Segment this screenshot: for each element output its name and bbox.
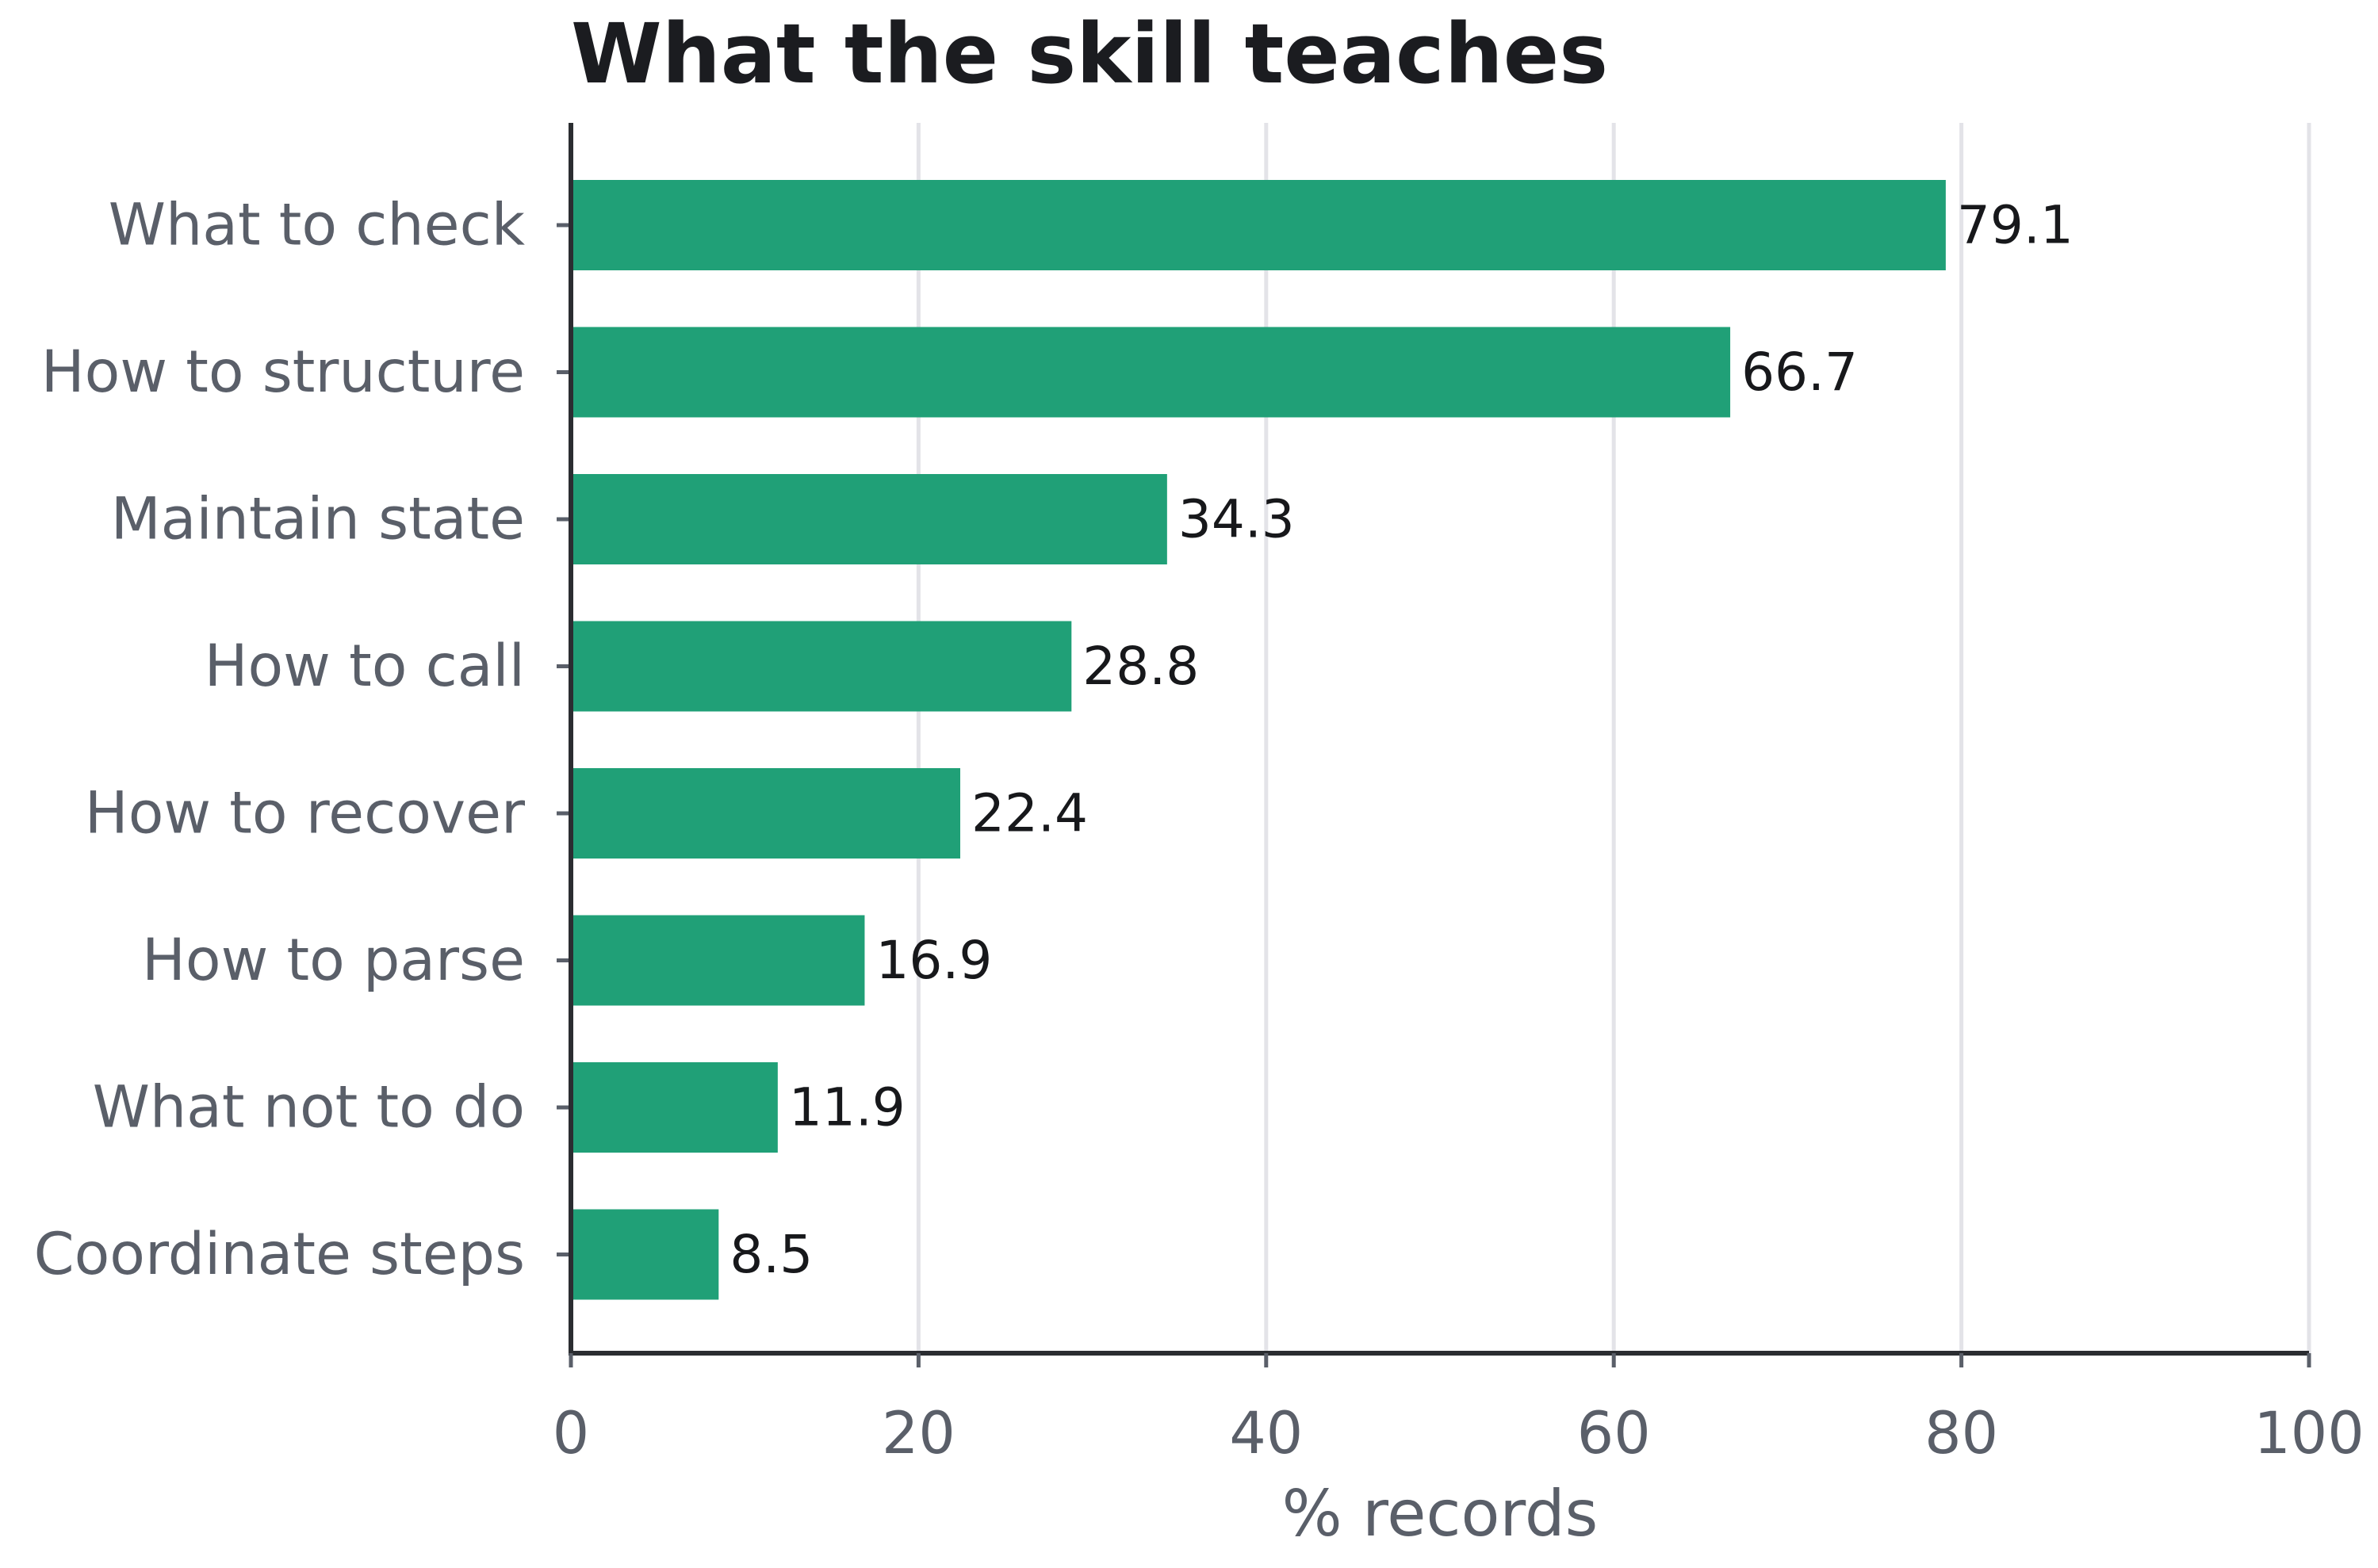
value-label-0: 79.1 <box>1957 195 2074 256</box>
value-label-2: 34.3 <box>1178 489 1295 550</box>
x-tick-label-3: 60 <box>1577 1400 1651 1467</box>
value-label-7: 8.5 <box>729 1224 813 1285</box>
category-label-4: How to recover <box>85 780 526 847</box>
value-label-5: 16.9 <box>875 930 992 991</box>
category-label-2: Maintain state <box>111 486 525 553</box>
x-tick-label-2: 40 <box>1229 1400 1303 1467</box>
x-tick-label-5: 100 <box>2254 1400 2364 1467</box>
bar-1 <box>571 327 1731 418</box>
category-label-3: How to call <box>205 633 525 700</box>
bar-2 <box>571 474 1167 564</box>
value-label-6: 11.9 <box>789 1077 906 1138</box>
category-label-5: How to parse <box>142 927 525 994</box>
axes <box>557 123 2311 1367</box>
category-label-7: Coordinate steps <box>34 1221 525 1288</box>
x-tick-label-1: 20 <box>882 1400 955 1467</box>
bar-0 <box>571 180 1946 270</box>
gridlines <box>916 123 2311 1353</box>
x-tick-label-4: 80 <box>1924 1400 1998 1467</box>
category-label-0: What to check <box>109 192 526 259</box>
value-label-1: 66.7 <box>1741 342 1858 403</box>
value-label-3: 28.8 <box>1082 636 1199 697</box>
labels: What to check 79.1 How to structure 66.7 Mai… <box>34 192 2365 1468</box>
bar-4 <box>571 768 961 859</box>
category-label-6: What not to do <box>93 1074 525 1142</box>
chart-title: What the skill teaches <box>571 6 1608 102</box>
value-label-4: 22.4 <box>971 783 1088 844</box>
bar-3 <box>571 621 1072 712</box>
x-axis-title: % records <box>1282 1477 1599 1551</box>
bar-7 <box>571 1209 719 1300</box>
bar-6 <box>571 1062 778 1153</box>
x-tick-label-0: 0 <box>553 1400 589 1467</box>
bars <box>571 180 1946 1300</box>
category-label-1: How to structure <box>41 338 525 406</box>
bar-5 <box>571 915 865 1006</box>
